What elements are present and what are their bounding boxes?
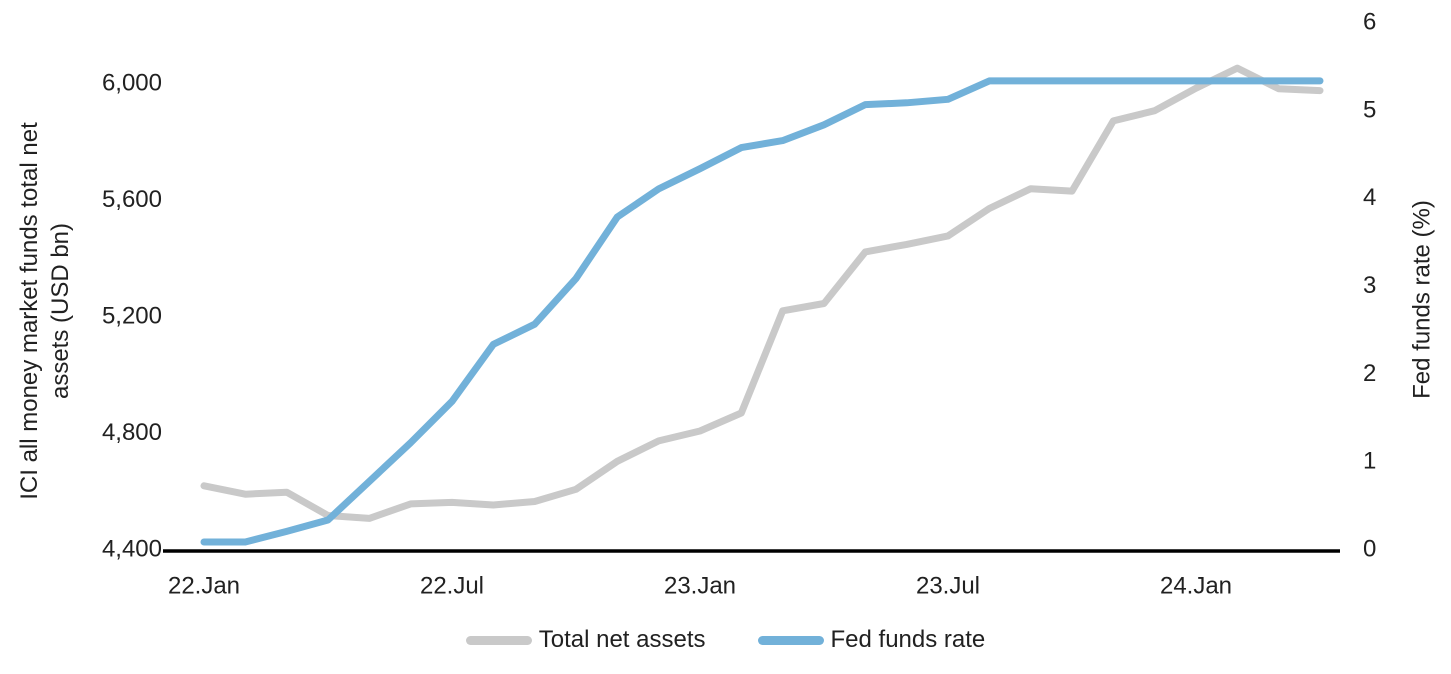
fed-funds-rate-line-swatch — [757, 635, 824, 645]
legend: Total net assets Fed funds rate — [0, 626, 1451, 654]
left-axis-tick-label: 4,800 — [102, 419, 162, 446]
left-axis-tick-label: 5,600 — [102, 186, 162, 213]
left-axis-tick-label: 6,000 — [102, 70, 162, 97]
x-axis-tick-label: 24.Jan — [1160, 573, 1232, 600]
left-axis-title: ICI all money market funds total net ass… — [16, 122, 74, 500]
right-axis-tick-label: 5 — [1363, 96, 1376, 123]
x-axis-tick-label: 23.Jan — [664, 573, 736, 600]
left-axis-tick-label: 5,200 — [102, 303, 162, 330]
right-axis-tick-label: 6 — [1363, 9, 1376, 36]
right-axis-title: Fed funds rate (%) — [1408, 200, 1436, 399]
right-axis-tick-label: 1 — [1363, 448, 1376, 475]
legend-label-total-net-assets: Total net assets — [538, 626, 706, 653]
left-axis-tick-label: 4,400 — [102, 536, 162, 563]
total-net-assets-line-swatch — [465, 635, 532, 645]
legend-item-total-net-assets: Total net assets — [465, 626, 706, 654]
right-axis-tick-label: 4 — [1363, 184, 1376, 211]
right-axis-tick-label: 2 — [1363, 360, 1376, 387]
legend-label-fed-funds-rate: Fed funds rate — [830, 626, 986, 653]
x-axis-tick-label: 22.Jan — [168, 573, 240, 600]
x-axis-tick-label: 23.Jul — [916, 573, 980, 600]
legend-item-fed-funds-rate: Fed funds rate — [757, 626, 986, 654]
right-axis-tick-label: 0 — [1363, 536, 1376, 563]
right-axis-tick-label: 3 — [1363, 272, 1376, 299]
x-axis-tick-label: 22.Jul — [420, 573, 484, 600]
series-line-total-net-assets — [200, 64, 1324, 522]
series-line-fed-funds-rate — [200, 77, 1324, 546]
